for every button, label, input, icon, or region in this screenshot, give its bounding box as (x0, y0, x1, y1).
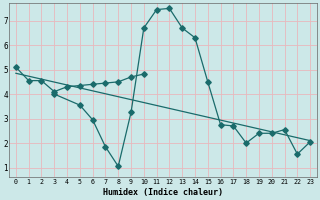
X-axis label: Humidex (Indice chaleur): Humidex (Indice chaleur) (103, 188, 223, 197)
